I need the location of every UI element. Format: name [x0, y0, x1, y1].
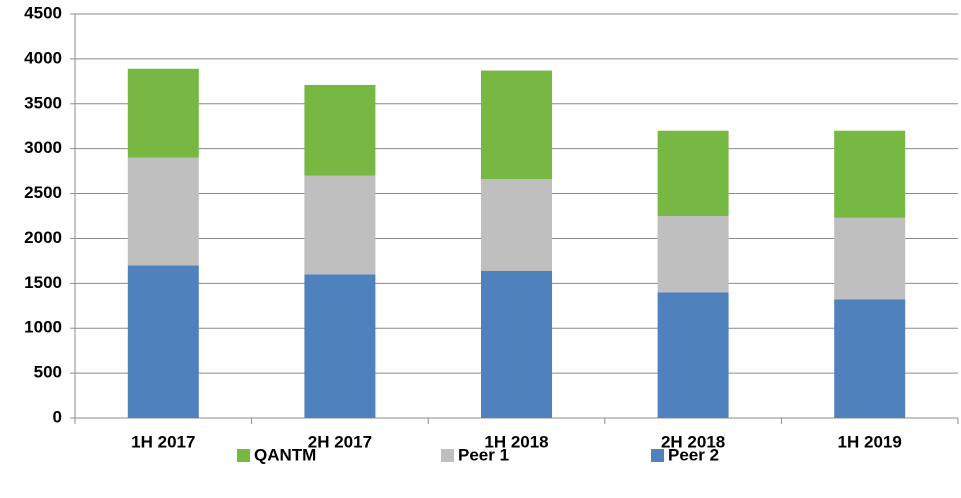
y-tick-label: 2500 [24, 183, 62, 202]
y-tick-label: 3000 [24, 138, 62, 157]
bar-segment [834, 299, 906, 418]
bar-segment [304, 274, 376, 418]
legend-label: Peer 1 [458, 445, 509, 464]
bar-segment [481, 70, 552, 180]
bar-segment [481, 270, 552, 418]
x-tick-label: 1H 2017 [131, 432, 195, 451]
y-tick-label: 4000 [24, 48, 62, 67]
bar-segment [127, 157, 199, 266]
bar-segment [304, 84, 376, 176]
y-tick-label: 1000 [24, 318, 62, 337]
legend-label: QANTM [254, 445, 316, 464]
bar-segment [657, 216, 729, 293]
legend-swatch [651, 449, 664, 462]
legend-swatch [441, 449, 454, 462]
legend-label: Peer 2 [668, 445, 719, 464]
bar-segment [657, 292, 729, 418]
y-tick-label: 500 [34, 363, 62, 382]
bar-segment [127, 68, 199, 158]
bar-segment [481, 179, 552, 271]
y-tick-label: 3500 [24, 93, 62, 112]
y-tick-label: 0 [53, 407, 62, 426]
bar-segment [834, 130, 906, 218]
bar-segment [657, 130, 729, 216]
bar-segment [127, 265, 199, 418]
x-tick-label: 1H 2018 [484, 432, 548, 451]
x-tick-label: 1H 2019 [838, 432, 902, 451]
y-tick-label: 1500 [24, 273, 62, 292]
legend-swatch [237, 449, 250, 462]
x-tick-label: 2H 2018 [661, 432, 725, 451]
bar-segment [834, 217, 906, 300]
y-tick-label: 4500 [24, 3, 62, 22]
bar-segment [304, 175, 376, 275]
y-tick-label: 2000 [24, 228, 62, 247]
x-tick-label: 2H 2017 [308, 432, 372, 451]
